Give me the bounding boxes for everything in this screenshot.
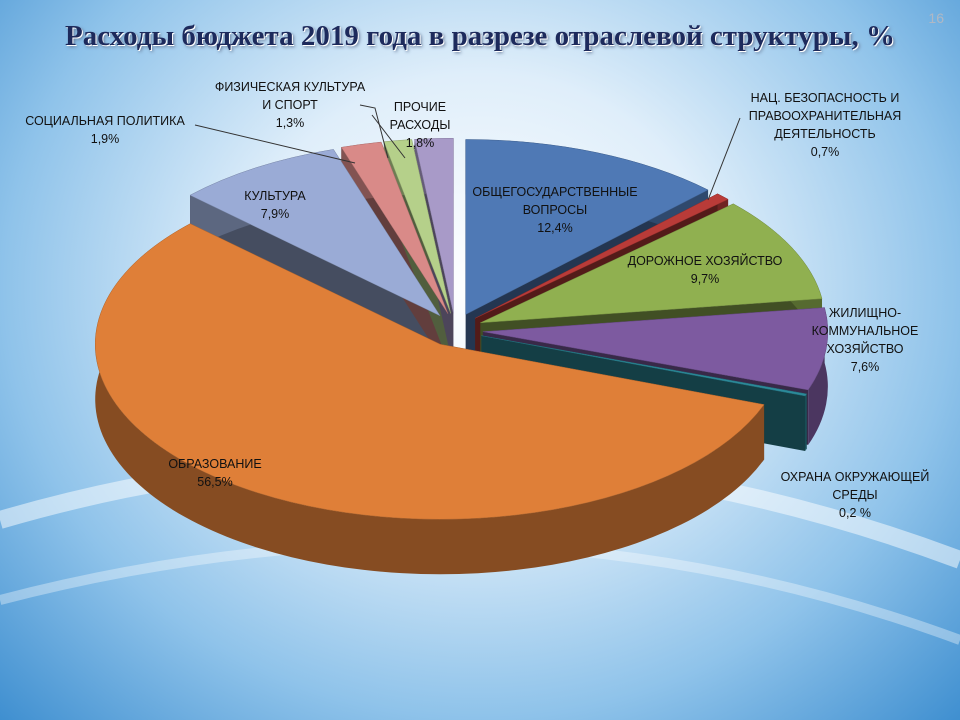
category-label: ФИЗИЧЕСКАЯ КУЛЬТУРА И СПОРТ [214, 80, 366, 112]
pie-slice [414, 137, 454, 314]
category-label: СОЦИАЛЬНАЯ ПОЛИТИКА [25, 114, 185, 128]
value-label: 0,7% [810, 145, 840, 159]
value-label: 12,4% [537, 221, 573, 235]
slice-label: НАЦ. БЕЗОПАСНОСТЬ И ПРАВООХРАНИТЕЛЬНАЯ Д… [730, 89, 920, 161]
pie-slice [340, 141, 449, 314]
slice-label: ФИЗИЧЕСКАЯ КУЛЬТУРА И СПОРТ 1,3% [210, 78, 370, 132]
category-label: НАЦ. БЕЗОПАСНОСТЬ И ПРАВООХРАНИТЕЛЬНАЯ Д… [748, 91, 902, 141]
slice-wall [808, 307, 828, 445]
slice-label: ОХРАНА ОКРУЖАЮЩЕЙ СРЕДЫ 0,2 % [765, 468, 945, 522]
slice-label: СОЦИАЛЬНАЯ ПОЛИТИКА 1,9% [5, 112, 205, 148]
category-label: ОХРАНА ОКРУЖАЮЩЕЙ СРЕДЫ [780, 470, 930, 502]
value-label: 1,8% [405, 136, 435, 150]
slice-label: ЖИЛИЩНО-КОММУНАЛЬНОЕ ХОЗЯЙСТВО 7,6% [800, 304, 930, 376]
category-label: ОБРАЗОВАНИЕ [168, 457, 262, 471]
pie-slice [94, 223, 765, 520]
value-label: 7,6% [850, 360, 880, 374]
pie-slice [465, 139, 709, 315]
leader-line [194, 124, 356, 164]
value-label: 56,5% [197, 475, 233, 489]
leader-line [707, 117, 741, 201]
category-label: ОБЩЕГОСУДАРСТВЕННЫЕ ВОПРОСЫ [472, 185, 638, 217]
pie-slice [474, 193, 729, 319]
category-label: КУЛЬТУРА [244, 189, 306, 203]
value-label: 1,3% [275, 116, 305, 130]
value-label: 0,2 % [839, 506, 871, 520]
slice-wall [805, 393, 807, 452]
pie-slice [482, 307, 829, 391]
leader-line [371, 114, 406, 159]
value-label: 1,9% [90, 132, 120, 146]
value-label: 9,7% [690, 272, 720, 286]
pie-slice [481, 335, 808, 397]
slice-label: ДОРОЖНОЕ ХОЗЯЙСТВО 9,7% [620, 252, 790, 288]
leader-lines [194, 104, 741, 201]
leader-line [359, 104, 389, 159]
category-label: ЖИЛИЩНО-КОММУНАЛЬНОЕ ХОЗЯЙСТВО [811, 306, 919, 356]
value-label: 7,9% [260, 207, 290, 221]
pie-slice [480, 203, 823, 324]
slice-label: ОБЩЕГОСУДАРСТВЕННЫЕ ВОПРОСЫ 12,4% [465, 183, 645, 237]
category-label: ДОРОЖНОЕ ХОЗЯЙСТВО [627, 254, 783, 268]
slide-number: 16 [928, 10, 944, 26]
chart-title: Расходы бюджета 2019 года в разрезе отра… [65, 20, 895, 52]
category-label: ПРОЧИЕ РАСХОДЫ [389, 100, 451, 132]
slice-label: КУЛЬТУРА 7,9% [215, 187, 335, 223]
slice-label: ОБРАЗОВАНИЕ 56,5% [140, 455, 290, 491]
pie-slice [189, 149, 441, 317]
slice-label: ПРОЧИЕ РАСХОДЫ 1,8% [375, 98, 465, 152]
